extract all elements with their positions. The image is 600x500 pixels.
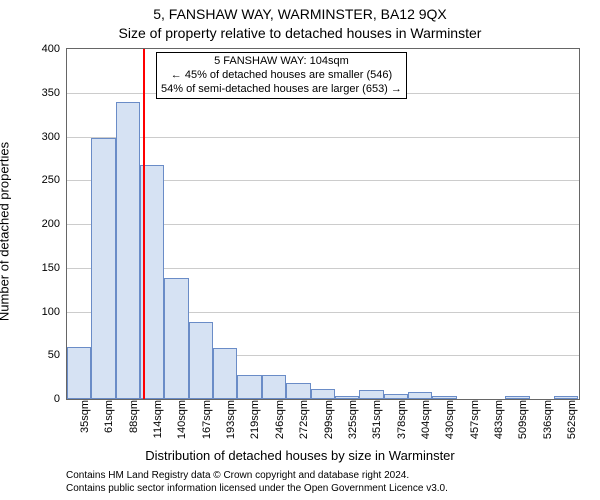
annotation-box: 5 FANSHAW WAY: 104sqm ← 45% of detached … <box>156 52 407 99</box>
histogram-bar <box>67 347 91 400</box>
ytick-label: 400 <box>20 43 60 55</box>
y-axis-label: Number of detached properties <box>0 142 12 321</box>
ytick-label: 100 <box>20 306 60 318</box>
histogram-bar <box>335 396 359 400</box>
ytick-label: 200 <box>20 218 60 230</box>
chart-title-line2: Size of property relative to detached ho… <box>0 25 600 41</box>
histogram-bar <box>286 383 310 399</box>
ytick-label: 250 <box>20 174 60 186</box>
ytick-label: 50 <box>20 349 60 361</box>
histogram-bar <box>311 389 335 400</box>
histogram-bar <box>505 396 529 400</box>
chart-root: 5, FANSHAW WAY, WARMINSTER, BA12 9QX Siz… <box>0 0 600 500</box>
histogram-bar <box>432 396 456 400</box>
ytick-label: 0 <box>20 393 60 405</box>
ytick-label: 350 <box>20 87 60 99</box>
attribution-line2: Contains public sector information licen… <box>66 483 448 496</box>
histogram-bar <box>408 392 432 399</box>
histogram-bar <box>91 138 115 399</box>
x-axis-label: Distribution of detached houses by size … <box>0 448 600 463</box>
plot-area: 5 FANSHAW WAY: 104sqm ← 45% of detached … <box>66 48 580 400</box>
histogram-bar <box>116 102 140 400</box>
histogram-bar <box>189 322 213 399</box>
histogram-bar <box>213 348 237 399</box>
property-marker-line <box>143 49 145 399</box>
histogram-bar <box>237 375 261 400</box>
ytick-label: 300 <box>20 131 60 143</box>
ytick-label: 150 <box>20 262 60 274</box>
histogram-bar <box>164 278 188 399</box>
annotation-line2: ← 45% of detached houses are smaller (54… <box>161 69 402 83</box>
histogram-bar <box>359 390 383 399</box>
annotation-line3: 54% of semi-detached houses are larger (… <box>161 83 402 97</box>
attribution-text: Contains HM Land Registry data © Crown c… <box>66 470 448 495</box>
attribution-line1: Contains HM Land Registry data © Crown c… <box>66 470 448 483</box>
chart-title-line1: 5, FANSHAW WAY, WARMINSTER, BA12 9QX <box>0 6 600 22</box>
histogram-bar <box>262 375 286 400</box>
annotation-line1: 5 FANSHAW WAY: 104sqm <box>161 55 402 69</box>
histogram-bar <box>384 394 408 399</box>
histogram-bar <box>554 396 578 400</box>
